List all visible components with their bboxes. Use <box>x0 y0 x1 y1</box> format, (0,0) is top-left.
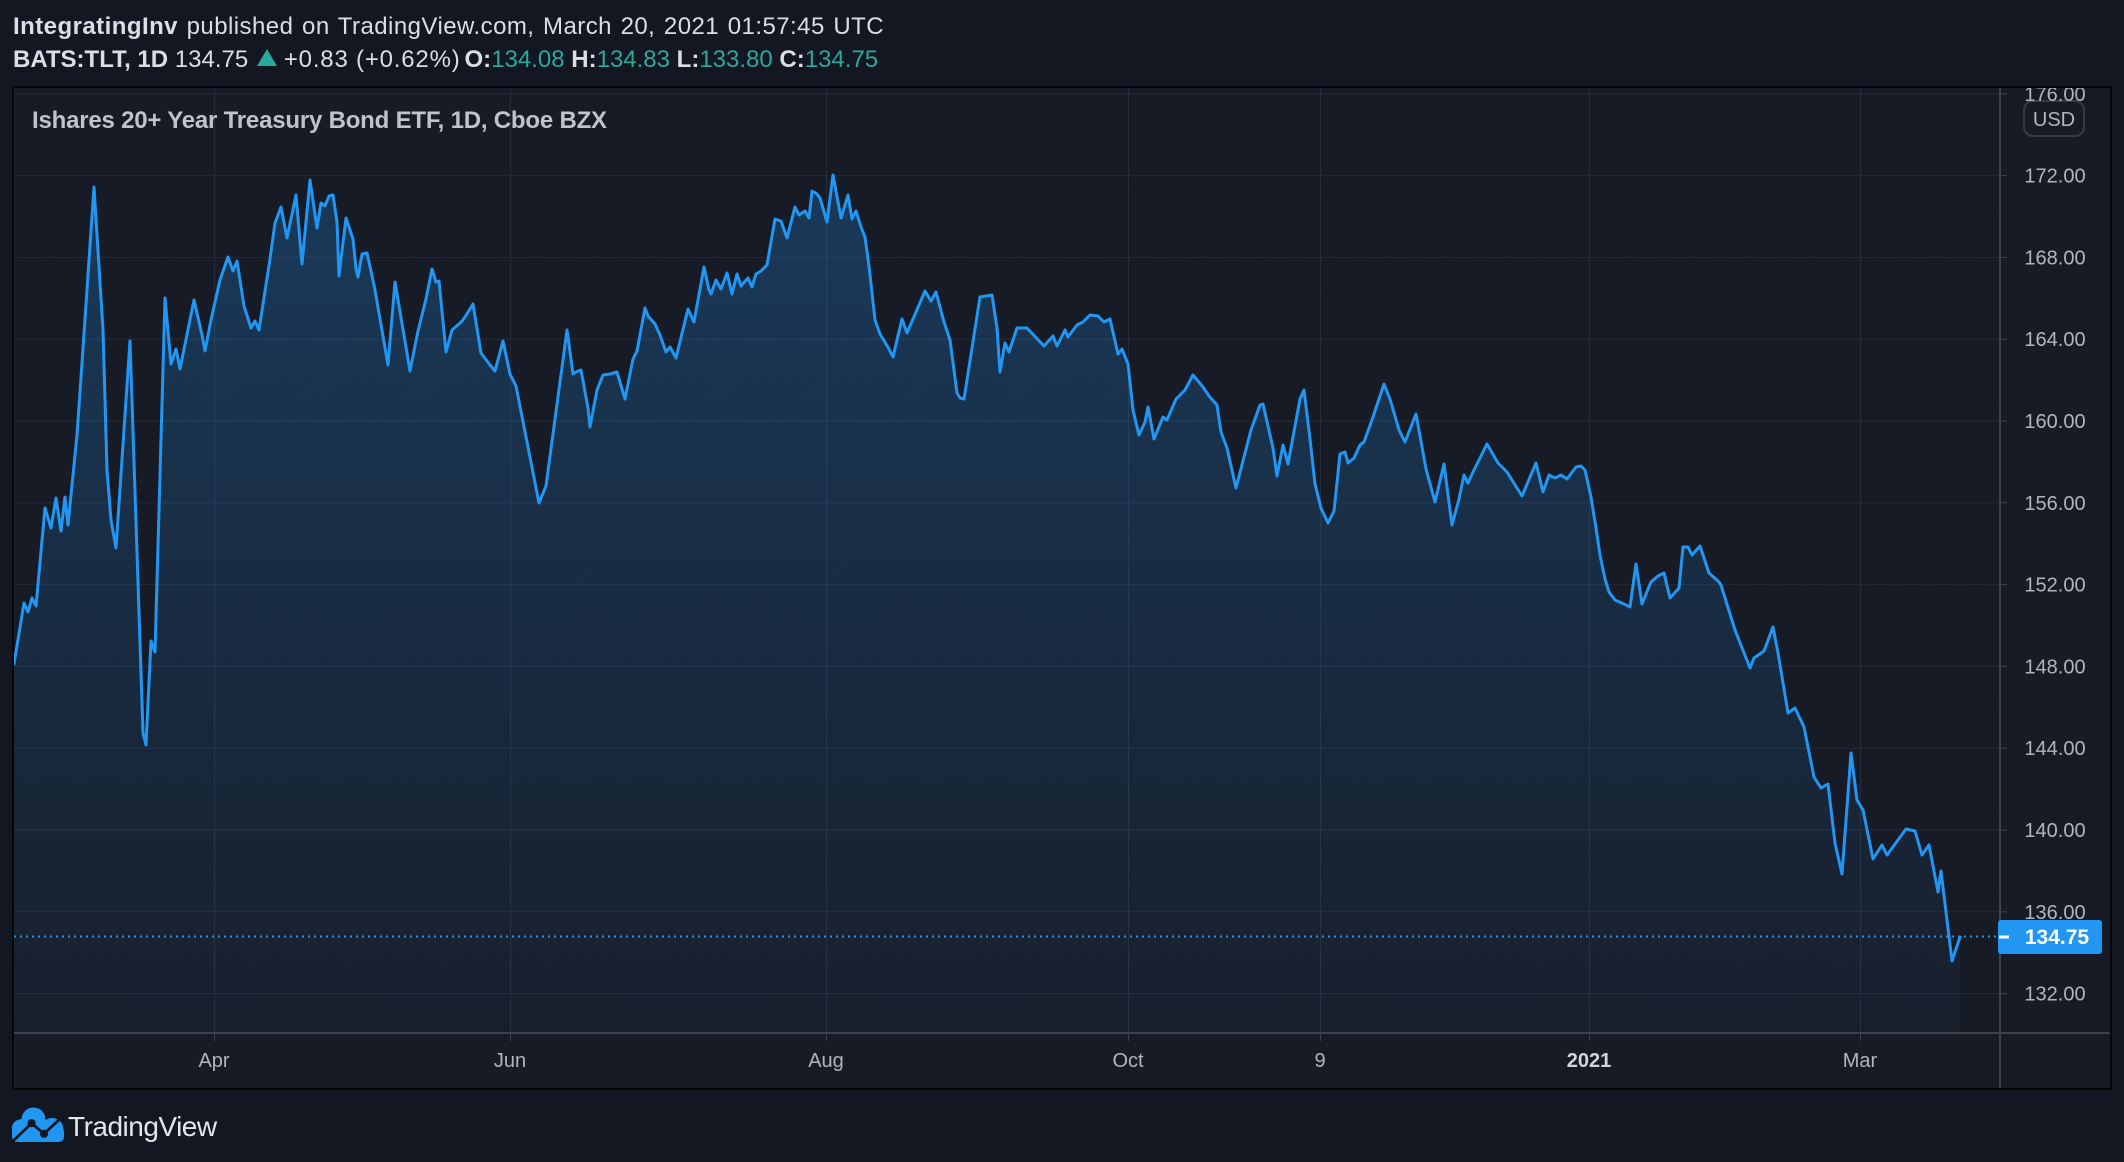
svg-text:140.00: 140.00 <box>2024 820 2085 842</box>
svg-text:Apr: Apr <box>198 1050 229 1072</box>
svg-text:164.00: 164.00 <box>2024 329 2085 351</box>
svg-text:152.00: 152.00 <box>2024 575 2085 597</box>
svg-text:148.00: 148.00 <box>2024 656 2085 678</box>
svg-text:Jun: Jun <box>494 1050 526 1072</box>
svg-text:144.00: 144.00 <box>2024 738 2085 760</box>
svg-text:160.00: 160.00 <box>2024 411 2085 433</box>
svg-text:9: 9 <box>1314 1050 1325 1072</box>
svg-text:134.75: 134.75 <box>2025 926 2090 949</box>
svg-text:172.00: 172.00 <box>2024 166 2085 188</box>
svg-text:TradingView: TradingView <box>68 1111 218 1142</box>
svg-text:168.00: 168.00 <box>2024 247 2085 269</box>
svg-text:176.00: 176.00 <box>2024 84 2085 106</box>
svg-text:Aug: Aug <box>808 1050 844 1072</box>
svg-text:136.00: 136.00 <box>2024 902 2085 924</box>
svg-text:156.00: 156.00 <box>2024 493 2085 515</box>
svg-text:USD: USD <box>2033 109 2075 131</box>
svg-text:Mar: Mar <box>1843 1050 1878 1072</box>
svg-text:2021: 2021 <box>1567 1050 1612 1072</box>
svg-text:Ishares 20+ Year Treasury Bond: Ishares 20+ Year Treasury Bond ETF, 1D, … <box>32 107 607 134</box>
svg-text:Oct: Oct <box>1112 1050 1144 1072</box>
svg-text:132.00: 132.00 <box>2024 984 2085 1006</box>
